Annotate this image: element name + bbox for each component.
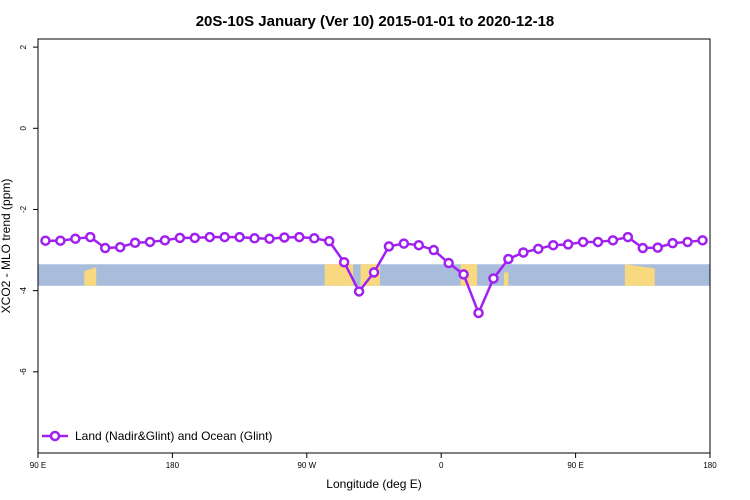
- series-point: [368, 267, 380, 278]
- series-point: [294, 231, 305, 243]
- y-tick-label: -6: [19, 368, 28, 376]
- series-point: [533, 243, 544, 255]
- legend-entry-label: Land (Nadir&Glint) and Ocean (Glint): [75, 429, 272, 443]
- land-segment: [324, 264, 354, 286]
- series-point: [398, 238, 410, 249]
- series-point: [652, 242, 663, 253]
- series-point: [413, 239, 425, 251]
- series-point: [488, 273, 499, 284]
- y-tick-label: 0: [19, 126, 28, 131]
- y-axis-label: XCO2 - MLO trend (ppm): [0, 179, 13, 314]
- x-tick-label: 90 E: [30, 461, 46, 470]
- x-tick-label: 180: [166, 461, 180, 470]
- series-point: [159, 235, 171, 246]
- series-point: [70, 233, 81, 244]
- x-tick-label: 0: [439, 461, 444, 470]
- series-point: [428, 244, 439, 256]
- series-point: [114, 241, 126, 253]
- series-point: [264, 233, 275, 244]
- x-axis-label: Longitude (deg E): [326, 477, 421, 491]
- series-point: [667, 237, 678, 249]
- series-point: [234, 231, 245, 243]
- series-point: [40, 235, 51, 246]
- series-point: [219, 231, 230, 243]
- series-point: [682, 236, 693, 248]
- y-tick-label: -2: [19, 205, 28, 213]
- series-point: [577, 236, 589, 248]
- series-point: [249, 233, 260, 244]
- series-point: [279, 232, 290, 243]
- series-point: [353, 286, 365, 297]
- series-point: [174, 232, 186, 244]
- y-tick-label: -4: [19, 287, 28, 295]
- x-axis: 90 E 180 90 W 0 90 E 180: [30, 453, 717, 470]
- series-point: [473, 307, 484, 319]
- series-point: [592, 236, 604, 248]
- series-point: [562, 239, 574, 250]
- series-point: [204, 231, 215, 243]
- land-segment: [624, 264, 655, 286]
- series-point: [458, 269, 469, 280]
- series-point: [383, 241, 395, 252]
- series-layer: [40, 231, 708, 319]
- series-point: [129, 237, 141, 249]
- series-point: [85, 231, 96, 243]
- legend: Land (Nadir&Glint) and Ocean (Glint): [42, 429, 272, 443]
- series-point: [697, 235, 708, 246]
- series-point: [189, 232, 201, 244]
- series-point: [547, 239, 559, 251]
- y-tick-label: 2: [19, 44, 28, 49]
- series-point: [443, 257, 454, 269]
- series-point: [622, 231, 634, 243]
- series-point: [503, 253, 514, 265]
- series-point: [607, 235, 619, 246]
- land-segment: [84, 267, 97, 286]
- y-axis: 2 0 -2 -4 -6: [19, 44, 38, 375]
- series-point: [55, 235, 66, 246]
- series-point: [338, 256, 350, 268]
- plot-frame: [37, 38, 711, 454]
- series-point: [309, 233, 320, 244]
- x-tick-label: 90 E: [567, 461, 583, 470]
- x-tick-label: 90 W: [297, 461, 316, 470]
- series-point: [323, 235, 335, 247]
- legend-marker-swatch: [49, 430, 61, 442]
- series-point: [518, 247, 529, 258]
- series-point: [99, 242, 111, 254]
- x-tick-label: 180: [703, 461, 717, 470]
- series-point: [144, 236, 156, 248]
- series-point: [637, 242, 649, 254]
- chart-title: 20S-10S January (Ver 10) 2015-01-01 to 2…: [196, 13, 555, 30]
- land-segment: [503, 272, 509, 286]
